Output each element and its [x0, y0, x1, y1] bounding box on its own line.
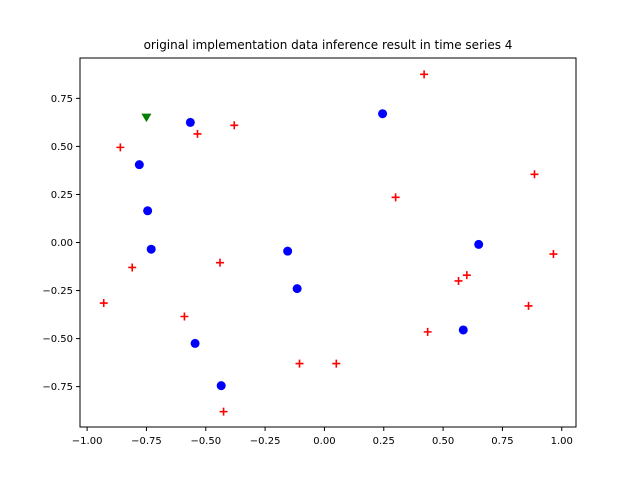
data-point-plus — [128, 263, 137, 272]
data-point-plus — [99, 299, 108, 308]
x-tick-label: 0.50 — [432, 436, 454, 447]
data-point-circle — [283, 246, 293, 256]
x-tick-label: 1.00 — [551, 436, 573, 447]
data-point-plus — [462, 271, 471, 280]
data-point-circle — [143, 206, 153, 216]
x-tick-label: 0.00 — [313, 436, 335, 447]
data-point-plus — [524, 301, 533, 310]
data-point-plus — [230, 121, 239, 130]
data-point-circle — [134, 160, 144, 170]
y-tick-label: 0.75 — [51, 94, 73, 105]
data-point-circle — [146, 244, 156, 254]
data-point-plus — [530, 170, 539, 179]
data-point-plus — [420, 70, 429, 79]
data-point-plus — [193, 129, 202, 138]
data-point-circle — [216, 381, 226, 391]
x-tick-label: −0.25 — [250, 436, 281, 447]
data-point-circle — [190, 338, 200, 348]
data-point-plus — [180, 312, 189, 321]
y-tick-label: −0.50 — [42, 334, 73, 345]
y-tick-label: 0.00 — [51, 238, 73, 249]
data-point-circle — [458, 325, 468, 335]
x-tick-label: 0.25 — [373, 436, 395, 447]
data-point-plus — [549, 250, 558, 259]
plot-area: −1.00 −0.75 −0.50 −0.25 0.00 0.25 0.50 0.75 1.00… — [42, 57, 577, 447]
data-point-plus — [332, 359, 341, 368]
x-tick-label: −0.50 — [190, 436, 221, 447]
data-point-circle — [378, 109, 388, 119]
data-point-plus — [116, 143, 125, 152]
y-tick-label: 0.25 — [51, 190, 73, 201]
data-point-circle — [185, 117, 195, 127]
x-tick-label: 0.75 — [491, 436, 513, 447]
data-point-plus — [295, 359, 304, 368]
x-tick-label: −1.00 — [72, 436, 103, 447]
x-tick-label: −0.75 — [131, 436, 162, 447]
data-point-plus — [216, 258, 225, 267]
chart-title: original implementation data inference r… — [144, 38, 513, 52]
data-point-plus — [454, 276, 463, 285]
data-point-plus — [391, 193, 400, 202]
data-point-triangle — [141, 113, 152, 123]
data-point-plus — [219, 407, 228, 416]
y-tick-label: 0.50 — [51, 142, 73, 153]
y-tick-label: −0.25 — [42, 286, 73, 297]
y-tick-label: −0.75 — [42, 382, 73, 393]
data-point-plus — [423, 327, 432, 336]
data-point-circle — [292, 284, 302, 294]
data-point-circle — [474, 239, 484, 249]
